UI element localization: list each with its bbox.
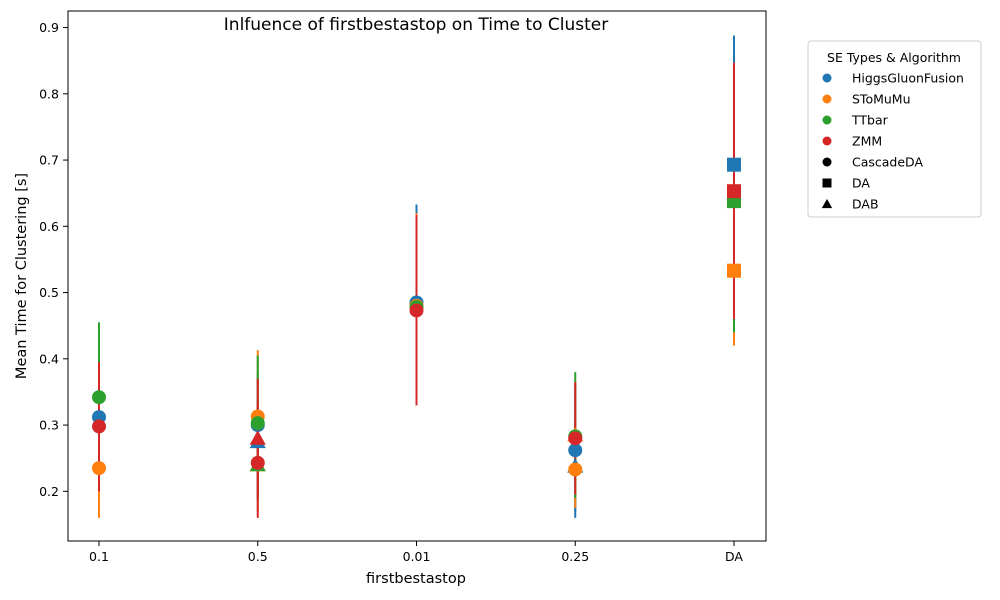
- data-point-zmm-4: [568, 431, 583, 446]
- data-point-ttbar-0: [92, 390, 106, 405]
- legend-marker: [822, 73, 832, 83]
- data-point-zmm-3: [409, 303, 424, 318]
- legend-label: CascadeDA: [852, 155, 923, 170]
- y-tick-label: 0.3: [39, 418, 59, 433]
- y-axis-label: Mean Time for Clustering [s]: [14, 173, 30, 379]
- y-tick-label: 0.7: [39, 153, 59, 168]
- y-tick-label: 0.4: [39, 351, 59, 366]
- legend-box: [807, 40, 982, 218]
- y-tick-label: 0.6: [39, 219, 59, 234]
- plot-area: [92, 35, 741, 518]
- legend-marker: [822, 178, 832, 188]
- data-point-stomumu-6: [727, 263, 741, 278]
- x-tick-label: 0.5: [248, 549, 268, 564]
- legend-label: SToMuMu: [852, 92, 911, 107]
- legend-marker: [822, 115, 832, 125]
- data-point-higgsgluonfusion-4: [568, 443, 583, 458]
- legend-label: TTbar: [851, 113, 889, 128]
- legend-title: SE Types & Algorithm: [827, 50, 961, 65]
- legend-label: ZMM: [852, 134, 882, 149]
- data-point-zmm-0: [92, 419, 106, 434]
- x-axis-label: firstbestastop: [366, 571, 466, 587]
- y-tick-label: 0.8: [39, 86, 59, 101]
- y-tick-label: 0.2: [39, 484, 59, 499]
- y-tick-label: 0.5: [39, 285, 59, 300]
- data-point-stomumu-0: [92, 461, 106, 476]
- data-point-ttbar-1: [250, 416, 265, 431]
- data-point-stomumu-4: [568, 462, 583, 477]
- legend-label: HiggsGluonFusion: [852, 71, 964, 86]
- x-tick-label: 0.25: [561, 549, 589, 564]
- data-point-zmm-5: [727, 184, 741, 199]
- y-tick-label: 0.9: [39, 20, 59, 35]
- legend-marker: [821, 198, 833, 209]
- data-point-higgsgluonfusion-6: [727, 157, 741, 172]
- chart-title: Inlfuence of firstbestastop on Time to C…: [224, 15, 608, 35]
- legend-label: DA: [852, 176, 870, 191]
- legend: SE Types & Algorithm HiggsGluonFusion STo…: [807, 40, 982, 218]
- x-tick-label: 0.01: [403, 549, 431, 564]
- x-tick-label: 0.1: [89, 549, 109, 564]
- legend-label: DAB: [852, 197, 879, 212]
- axes: 0.2 0.3 0.4 0.5 0.6 0.7 0.8 0.9 0.1 0.5 0.01 0.25 DA: [39, 20, 743, 564]
- legend-marker: [822, 157, 832, 167]
- data-point-zmm-1: [250, 455, 265, 470]
- x-tick-label: DA: [725, 549, 743, 564]
- legend-marker: [822, 136, 832, 146]
- data-point-zmm-2: [249, 430, 266, 445]
- legend-marker: [822, 94, 832, 104]
